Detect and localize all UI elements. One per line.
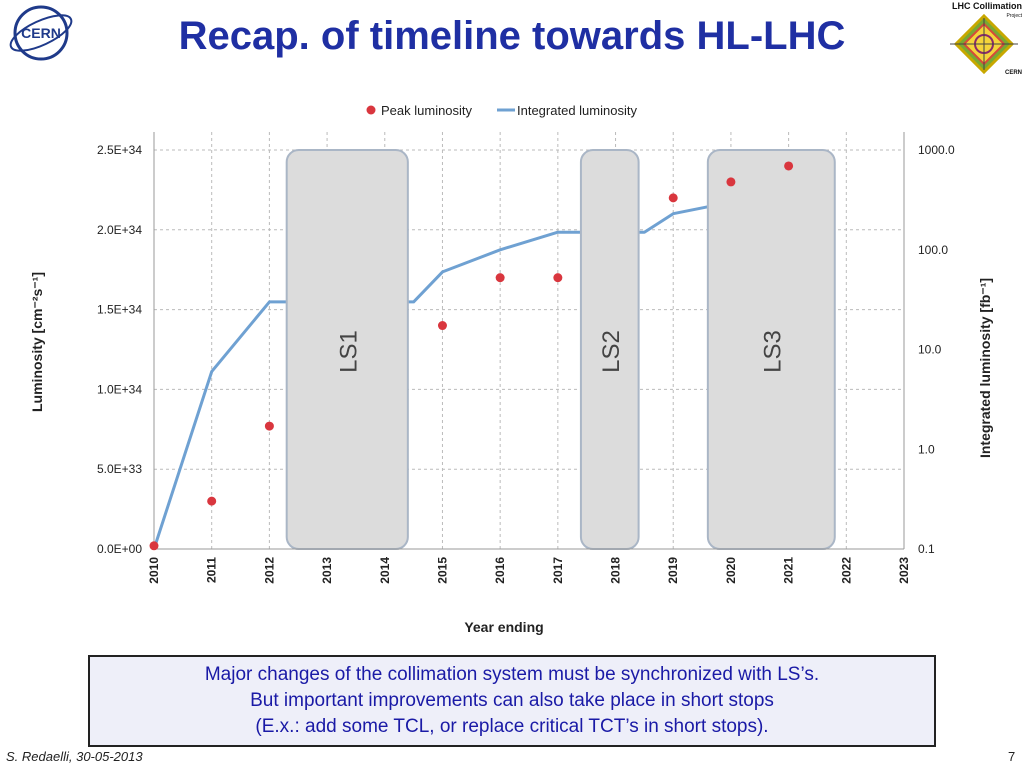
x-tick-label: 2017 <box>551 557 565 584</box>
x-tick-label: 2018 <box>609 557 623 584</box>
peak-luminosity-point <box>495 273 505 283</box>
y-axis-title: Luminosity [cm⁻²s⁻¹] <box>29 272 45 412</box>
peak-luminosity-point <box>264 421 274 431</box>
y-tick-label: 2.0E+34 <box>97 223 142 237</box>
peak-luminosity-point <box>553 273 563 283</box>
integrated-luminosity-line <box>152 190 789 550</box>
peak-luminosity-point <box>437 321 447 331</box>
callout-line-3: (E.x.: add some TCL, or replace critical… <box>255 716 769 737</box>
lhc-logo-line3: CERN <box>1005 70 1022 76</box>
x-tick-label: 2021 <box>782 557 796 584</box>
legend-integrated-label: Integrated luminosity <box>517 103 637 118</box>
y2-tick-label: 1.0 <box>918 442 935 456</box>
shutdown-label-ls3: LS3 <box>759 330 786 373</box>
cern-logo-text: CERN <box>21 25 61 41</box>
x-tick-label: 2011 <box>205 557 219 583</box>
x-tick-label: 2014 <box>378 557 392 584</box>
x-tick-label: 2022 <box>839 557 853 584</box>
callout-box: Major changes of the collimation system … <box>88 655 936 747</box>
x-tick-label: 2023 <box>897 557 911 584</box>
peak-luminosity-point <box>149 541 159 551</box>
x-tick-label: 2016 <box>493 557 507 584</box>
legend-peak-label: Peak luminosity <box>381 103 473 118</box>
chart-legend: Peak luminosity Integrated luminosity <box>366 103 637 118</box>
peak-luminosity-point <box>784 161 794 171</box>
peak-luminosity-point <box>207 496 217 506</box>
lhc-collimation-logo: LHC Collimation Project CERN <box>950 1 1023 76</box>
peak-luminosity-point <box>668 193 678 203</box>
page-number: 7 <box>1008 749 1016 764</box>
y2-tick-label: 10.0 <box>918 343 942 357</box>
cern-logo: CERN <box>9 5 73 61</box>
y-tick-label: 1.0E+34 <box>97 382 142 396</box>
luminosity-chart: LS1 LS2 LS3 2010 2011 2012 2013 2014 2015 2016 20… <box>29 103 993 635</box>
chart-series <box>152 190 789 550</box>
peak-luminosity-point <box>726 177 736 187</box>
x-tick-label: 2013 <box>320 557 334 584</box>
y-tick-label: 2.5E+34 <box>97 143 142 157</box>
lhc-logo-line2: Project <box>1006 13 1022 19</box>
y2-axis-title: Integrated luminosity [fb⁻¹] <box>977 278 993 458</box>
footer-author: S. Redaelli, 30-05-2013 <box>6 749 143 764</box>
shutdown-label-ls2: LS2 <box>598 330 625 373</box>
lhc-logo-line1: LHC Collimation <box>952 1 1022 11</box>
y-tick-label: 1.5E+34 <box>97 303 142 317</box>
x-tick-label: 2012 <box>262 557 276 584</box>
shutdown-label-ls1: LS1 <box>335 330 362 373</box>
shutdown-periods: LS1 LS2 LS3 <box>285 149 836 550</box>
x-tick-label: 2019 <box>666 557 680 584</box>
y-tick-label: 0.0E+00 <box>97 542 142 556</box>
slide-title: Recap. of timeline towards HL-LHC <box>178 14 846 58</box>
y2-tick-label: 1000.0 <box>918 143 955 157</box>
callout-line-2: But important improvements can also take… <box>250 690 774 711</box>
callout-line-1: Major changes of the collimation system … <box>204 664 820 685</box>
y2-tick-label: 0.1 <box>918 542 935 556</box>
y-tick-label: 5.0E+33 <box>97 462 142 476</box>
legend-peak-marker <box>366 105 376 115</box>
x-axis-title: Year ending <box>464 619 543 635</box>
x-tick-label: 2020 <box>724 557 738 584</box>
y2-tick-label: 100.0 <box>918 243 948 257</box>
x-tick-label: 2015 <box>435 557 449 584</box>
x-tick-label: 2010 <box>147 557 161 584</box>
peak-luminosity-points <box>149 161 794 551</box>
chart-axes: 2010 2011 2012 2013 2014 2015 2016 2017 2018 2019… <box>97 132 955 584</box>
